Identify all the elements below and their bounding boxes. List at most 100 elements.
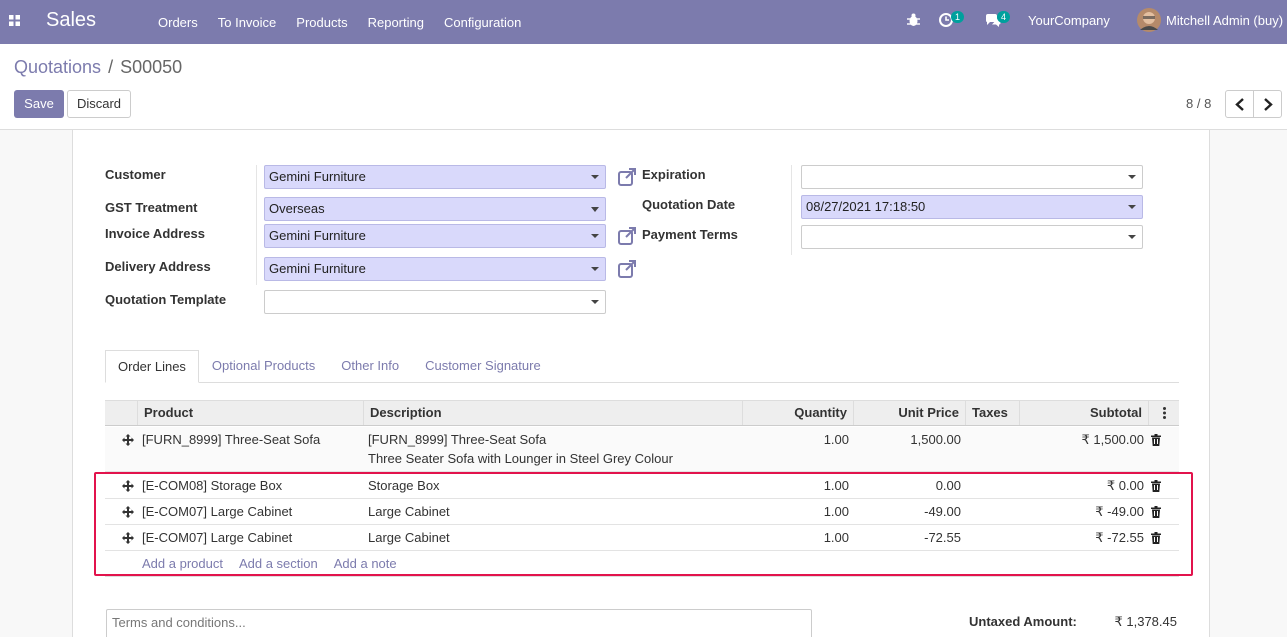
field-label: Quotation Date	[642, 197, 736, 212]
input-field[interactable]	[801, 165, 1143, 189]
input-field[interactable]: 08/27/2021 17:18:50	[801, 195, 1143, 219]
external-link-icon[interactable]	[618, 260, 637, 278]
activity-badge: 1	[951, 11, 965, 23]
delete-icon[interactable]	[1151, 506, 1161, 518]
drag-handle[interactable]	[122, 506, 134, 518]
dropdown-caret	[591, 175, 599, 179]
product-cell: [FURN_8999] Three-Seat Sofa	[142, 432, 321, 447]
table-header: Product Description Quantity Unit Price Taxe…	[105, 400, 1179, 426]
menu-item[interactable]: Products	[296, 14, 348, 30]
description-cell: [FURN_8999] Three-Seat Sofa	[368, 432, 547, 447]
field-label: Customer	[105, 167, 166, 182]
drag-handle[interactable]	[122, 532, 134, 544]
input-field[interactable]: Gemini Furniture	[264, 224, 606, 248]
delete-icon[interactable]	[1151, 480, 1161, 492]
external-link-icon[interactable]	[618, 227, 637, 245]
column-separator	[256, 165, 257, 285]
delete-icon[interactable]	[1151, 532, 1161, 544]
breadcrumb: Quotations / S00050	[14, 57, 182, 78]
user-avatar[interactable]	[1137, 8, 1161, 32]
dropdown-caret	[591, 267, 599, 271]
dropdown-caret	[591, 300, 599, 304]
unit-price-cell: -72.55	[924, 530, 961, 545]
chevron-left	[1235, 98, 1244, 111]
pager-previous[interactable]	[1225, 90, 1254, 118]
kebab-icon	[1163, 407, 1166, 419]
quantity-cell: 1.00	[823, 478, 849, 493]
menu-item[interactable]: To Invoice	[217, 14, 277, 30]
tab[interactable]: Other Info	[341, 358, 400, 373]
menu-item[interactable]: Reporting	[367, 14, 424, 30]
input-field[interactable]	[264, 290, 606, 314]
subtotal-cell: ₹ -72.55	[1095, 530, 1144, 545]
add-line-link[interactable]: Add a note	[333, 556, 397, 571]
order-line[interactable]: [E-COM07] Large Cabinet Large Cabinet 1.00…	[105, 499, 1179, 525]
input-value: Gemini Furniture	[269, 228, 366, 243]
add-line-link[interactable]: Add a section	[238, 556, 318, 571]
save-button[interactable]: Save	[14, 90, 64, 118]
discard-button[interactable]: Discard	[67, 90, 131, 118]
input-field[interactable]: Overseas	[264, 197, 606, 221]
tab-active[interactable]: Order Lines	[105, 350, 199, 383]
apps-icon[interactable]	[9, 15, 20, 26]
breadcrumb-current: S00050	[120, 57, 183, 77]
tabs: Order Lines Optional Products Other Info Cu…	[105, 350, 554, 383]
unit-price-cell: -49.00	[924, 504, 961, 519]
unit-price-cell: 0.00	[935, 478, 961, 493]
order-line[interactable]: [E-COM08] Storage Box Storage Box 1.00 0.00…	[105, 473, 1179, 499]
menu-item[interactable]: Orders	[158, 14, 198, 30]
tab[interactable]: Optional Products	[211, 358, 316, 373]
add-line-row: Add a product Add a section Add a note	[105, 551, 1179, 577]
terms-input[interactable]: Terms and conditions...	[106, 609, 812, 637]
menu-item[interactable]: Configuration	[443, 14, 522, 30]
input-field[interactable]: Gemini Furniture	[264, 257, 606, 281]
description-cell: Three Seater Sofa with Lounger in Steel …	[368, 451, 673, 466]
company-name[interactable]: YourCompany	[1028, 13, 1110, 28]
quantity-cell: 1.00	[823, 504, 849, 519]
input-field[interactable]: Gemini Furniture	[264, 165, 606, 189]
app-name[interactable]: Sales	[46, 9, 97, 31]
column-header[interactable]: Quantity	[742, 401, 853, 425]
column-header[interactable]: Taxes	[965, 401, 1019, 425]
dropdown-caret	[1128, 205, 1136, 209]
drag-handle[interactable]	[122, 480, 134, 492]
add-line-link[interactable]: Add a product	[142, 556, 223, 571]
field-label: Payment Terms	[642, 227, 738, 242]
order-line[interactable]: [FURN_8999] Three-Seat Sofa [FURN_8999] T…	[105, 427, 1179, 472]
messages-badge: 4	[997, 11, 1011, 23]
drag-handle[interactable]	[122, 434, 134, 446]
input-value: Overseas	[269, 201, 325, 216]
column-header[interactable]: Subtotal	[1019, 401, 1148, 425]
input-field[interactable]	[801, 225, 1143, 249]
field-label: GST Treatment	[105, 200, 198, 215]
order-line[interactable]: [E-COM07] Large Cabinet Large Cabinet 1.00…	[105, 525, 1179, 551]
user-name[interactable]: Mitchell Admin (buy)	[1166, 13, 1284, 28]
main-menu: Orders To Invoice Products Reporting Configu…	[158, 0, 521, 44]
dropdown-caret	[1128, 235, 1136, 239]
delete-icon[interactable]	[1151, 434, 1161, 446]
subtotal-cell: ₹ -49.00	[1095, 504, 1144, 519]
field-label: Quotation Template	[105, 292, 227, 307]
column-header[interactable]: Unit Price	[853, 401, 965, 425]
column-options[interactable]	[1148, 401, 1179, 425]
dropdown-caret	[591, 234, 599, 238]
product-cell: [E-COM08] Storage Box	[142, 478, 283, 493]
column-header[interactable]: Product	[137, 401, 363, 425]
pager-next[interactable]	[1253, 90, 1282, 118]
external-link-icon[interactable]	[618, 168, 637, 186]
field-label: Invoice Address	[105, 226, 205, 241]
column-header[interactable]: Description	[363, 401, 742, 425]
column-separator	[791, 165, 792, 255]
subtotal-cell: ₹ 1,500.00	[1081, 432, 1145, 447]
debug-icon[interactable]	[907, 13, 920, 27]
pager-value: 8 / 8	[1186, 96, 1212, 111]
breadcrumb-parent[interactable]: Quotations	[14, 57, 102, 77]
description-cell: Large Cabinet	[368, 504, 450, 519]
product-cell: [E-COM07] Large Cabinet	[142, 530, 293, 545]
tabs-underline	[105, 382, 1179, 383]
tab[interactable]: Customer Signature	[425, 358, 541, 373]
dropdown-caret	[591, 207, 599, 212]
input-value: Gemini Furniture	[269, 169, 366, 184]
form-sheet: Customer Gemini Furniture GST Treatment Ove…	[72, 130, 1210, 637]
